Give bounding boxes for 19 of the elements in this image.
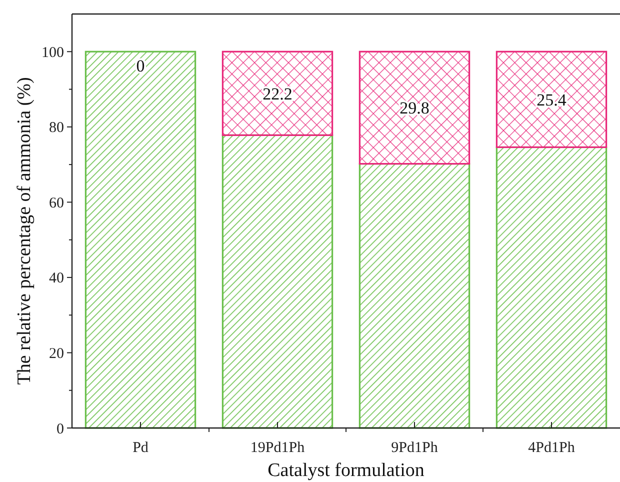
x-tick-label: 9Pd1Ph: [391, 440, 438, 456]
bar: [222, 50, 334, 136]
y-tick-label: 80: [49, 120, 64, 136]
bar: [496, 50, 608, 148]
x-tick-label: Pd: [132, 440, 149, 456]
y-tick-label: 0: [56, 421, 64, 438]
y-tick-label: 100: [42, 44, 64, 61]
y-axis-title: The relative percentage of ammonia (%): [14, 77, 35, 385]
bar: [358, 50, 470, 165]
bar: [358, 162, 470, 429]
y-tick-label: 60: [49, 195, 64, 212]
y-tick-label: 20: [49, 346, 64, 362]
bar: [84, 50, 196, 429]
x-axis-title: Catalyst formulation: [268, 460, 425, 481]
bar: [496, 146, 608, 429]
bar: [222, 134, 334, 429]
x-tick-label: 19Pd1Ph: [250, 440, 306, 456]
x-tick-label: 4Pd1Ph: [528, 440, 576, 456]
y-tick-label: 40: [49, 270, 64, 287]
